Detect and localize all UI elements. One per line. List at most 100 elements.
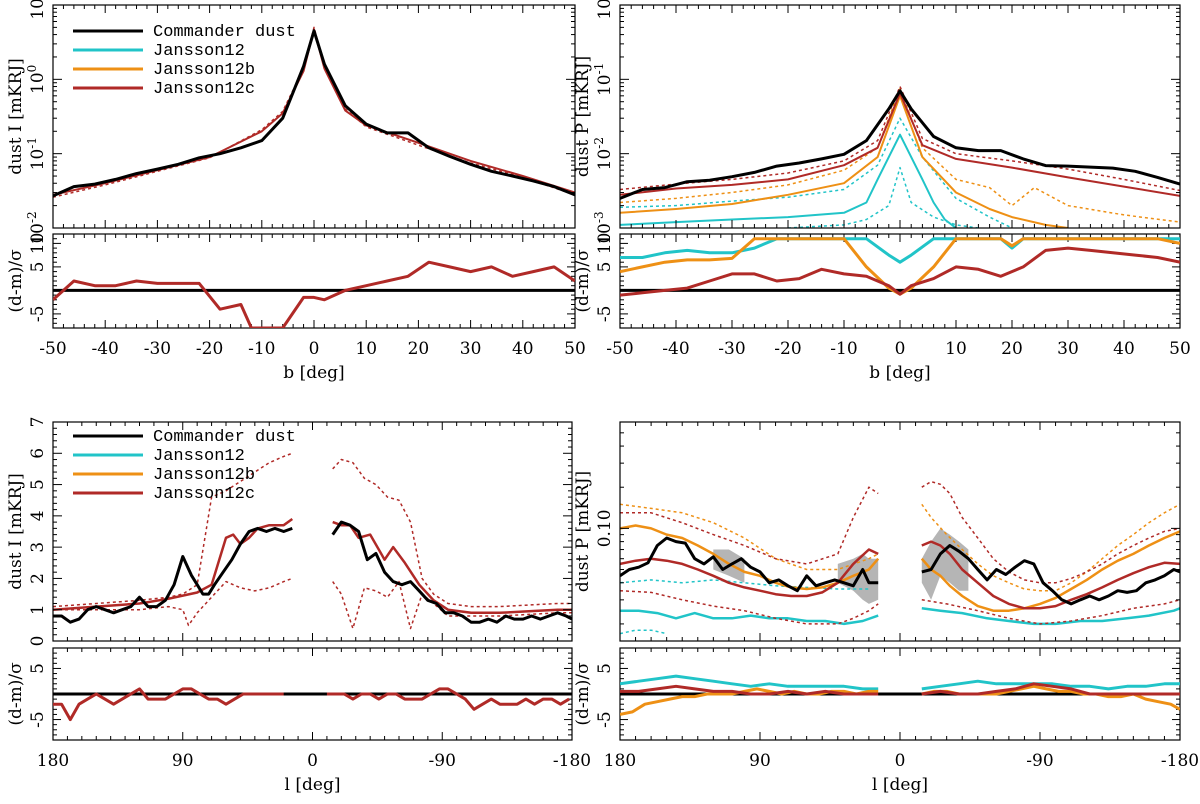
- x-tick-label: 40: [512, 339, 534, 359]
- series-line-jansson12c: [921, 540, 1180, 610]
- series-line-jansson12c: [332, 520, 572, 615]
- res-y-tick-label: 5: [595, 261, 615, 272]
- x-tick-label: 0: [895, 751, 906, 771]
- x-axis-label: b [deg]: [283, 363, 344, 383]
- series-line-jansson12c: [620, 548, 879, 598]
- x-tick-label: -90: [1026, 751, 1053, 771]
- x-tick-label: 40: [1113, 339, 1135, 359]
- series-line-jansson12-dotted: [787, 166, 979, 228]
- res-y-tick-label: -5: [28, 306, 48, 323]
- residual-line-jansson12c: [921, 682, 1180, 696]
- legend-label: Jansson12: [153, 42, 245, 61]
- series-line-jansson12c-band-lower: [332, 580, 572, 630]
- residual-line-jansson12c: [620, 246, 1180, 297]
- series-line-jansson12c-band-upper: [53, 452, 293, 608]
- x-tick-label: 20: [408, 339, 430, 359]
- y-tick-label: 0.10: [595, 509, 615, 547]
- legend-label: Jansson12c: [153, 80, 255, 99]
- x-tick-label: 180: [37, 751, 69, 771]
- legend-label: Jansson12: [153, 447, 245, 466]
- x-tick-label: -180: [553, 751, 591, 771]
- uncertainty-band-1: [921, 528, 969, 600]
- x-tick-label: 0: [307, 751, 318, 771]
- series-line-commander-dust: [620, 536, 879, 593]
- y-tick-label: 10-2: [25, 211, 48, 244]
- x-tick-label: -50: [606, 339, 633, 359]
- series-line-jansson12: [620, 133, 957, 228]
- main-axes-frame: [619, 421, 1181, 642]
- series-line-jansson12c-band-upper: [332, 458, 572, 608]
- legend-bottom-left: Commander dustJansson12Jansson12bJansson…: [73, 428, 296, 504]
- y-tick-label: 100: [25, 65, 48, 94]
- y-tick-label: 101: [25, 0, 48, 20]
- res-y-axis-label: (d-m)/σ: [6, 249, 26, 313]
- residual-line-jansson12: [620, 674, 879, 691]
- x-tick-label: -40: [662, 339, 689, 359]
- residual-line-jansson12c: [620, 684, 879, 696]
- y-tick-label: 2: [28, 573, 48, 584]
- res-y-tick-label: 10: [595, 233, 615, 255]
- res-y-axis-label: (d-m)/σ: [573, 249, 593, 313]
- legend-label: Commander dust: [153, 23, 296, 42]
- legend-top-left: Commander dustJansson12Jansson12bJansson…: [73, 23, 296, 99]
- x-tick-label: 10: [355, 339, 377, 359]
- x-tick-label: 0: [895, 339, 906, 359]
- residual-line-jansson12b: [620, 687, 879, 716]
- panel-bl: 180 90 0 -90 -180 l [deg] 0 1 2 3 4 5 6 7 dust I [mKRJ…: [6, 417, 591, 795]
- x-tick-label: -50: [39, 339, 66, 359]
- residual-line-jansson12c: [53, 687, 284, 722]
- x-tick-label: 180: [604, 751, 636, 771]
- res-y-tick-label: 5: [28, 261, 48, 272]
- x-tick-label: 90: [172, 751, 194, 771]
- res-y-axis-label: (d-m)/σ: [573, 662, 593, 726]
- legend-label: Jansson12c: [153, 485, 255, 504]
- y-tick-label: 0: [28, 636, 48, 647]
- y-tick-label: 7: [28, 417, 48, 428]
- residual-line-jansson12b: [620, 237, 1180, 296]
- series-line-jansson12-dotted: [620, 629, 667, 635]
- y-axis-label: dust P [mKRJ]: [573, 471, 593, 592]
- res-y-tick-label: -5: [595, 306, 615, 323]
- res-y-tick-label: 10: [28, 233, 48, 255]
- y-tick-label: 100: [592, 0, 615, 20]
- y-tick-label: 10-1: [592, 63, 615, 96]
- x-tick-label: -90: [429, 751, 456, 771]
- x-tick-label: -40: [92, 339, 119, 359]
- series-line-jansson12: [921, 607, 1180, 626]
- res-y-axis-label: (d-m)/σ: [6, 662, 26, 726]
- y-tick-label: 10-1: [25, 137, 48, 170]
- x-tick-label: 50: [1169, 339, 1191, 359]
- x-tick-label: 20: [1001, 339, 1023, 359]
- residual-line-jansson12b: [921, 684, 1180, 711]
- residual-line-jansson12c: [326, 687, 570, 711]
- series-line-jansson12b-dotted: [921, 503, 1180, 592]
- series-line-jansson12b-dotted: [620, 87, 1180, 223]
- x-tick-label: -20: [774, 339, 801, 359]
- series-line-commander-dust: [921, 544, 1180, 606]
- x-tick-label: -180: [1161, 751, 1199, 771]
- x-axis-label: l [deg]: [872, 775, 928, 795]
- y-axis-label: dust I [mKRJ]: [6, 473, 26, 590]
- x-tick-label: -30: [144, 339, 171, 359]
- series-line-commander-dust: [53, 526, 293, 624]
- x-tick-label: 10: [945, 339, 967, 359]
- y-tick-label: 10-2: [592, 137, 615, 170]
- x-axis-label: b [deg]: [869, 363, 930, 383]
- residual-line-jansson12: [921, 679, 1180, 691]
- panels: -50 -40 -30 -20 -10 0 10 20 30 40 50b [deg]dust I …: [6, 0, 1199, 795]
- series-line-jansson12c-dotted: [620, 85, 1180, 192]
- series-line-jansson12c-band-lower: [53, 577, 293, 627]
- residual-line-jansson12c: [53, 260, 575, 328]
- x-tick-label: 30: [460, 339, 482, 359]
- series-line-jansson12c-lower-dotted: [620, 589, 879, 625]
- y-tick-label: 4: [28, 510, 48, 521]
- x-tick-label: 0: [309, 339, 320, 359]
- residual-axes-frame: [619, 233, 1181, 329]
- y-tick-label: 3: [28, 542, 48, 553]
- x-tick-label: -20: [196, 339, 223, 359]
- y-tick-label: 6: [28, 448, 48, 459]
- series-line-commander-dust: [53, 29, 575, 198]
- res-y-tick-label: 5: [28, 663, 48, 674]
